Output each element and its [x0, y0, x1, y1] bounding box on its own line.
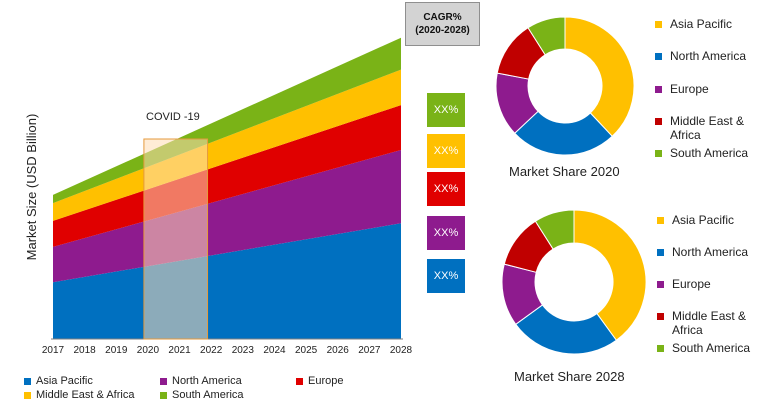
x-tick-label: 2019: [105, 345, 128, 356]
donut2-legend-asia-pacific: Asia Pacific: [657, 213, 734, 227]
legend-label: Asia Pacific: [36, 375, 93, 387]
legend-label: North America: [172, 375, 242, 387]
area-series-europe: [53, 105, 401, 247]
legend-label-line1: Middle East &: [670, 114, 745, 128]
legend-swatch: [655, 21, 662, 28]
legend-swatch: [657, 249, 664, 256]
donut1-legend-asia-pacific: Asia Pacific: [655, 17, 732, 31]
legend-label: North America: [672, 245, 749, 259]
cagr-title: CAGR%: [423, 12, 462, 23]
area-series-asia-pacific: [53, 223, 401, 339]
legend-label-line1: Middle East &: [672, 309, 747, 323]
x-tick-label: 2017: [41, 345, 65, 356]
legend-item-north-america: North America: [160, 375, 242, 387]
x-tick-label: 2020: [136, 345, 160, 356]
legend-swatch: [160, 391, 167, 399]
cagr-chip-north-america: XX%: [427, 216, 465, 250]
x-tick-label: 2021: [168, 345, 191, 356]
legend-item-europe: Europe: [296, 375, 343, 387]
donut-2020-slice-south-america: [527, 16, 566, 56]
legend-label: Middle East & Africa: [36, 389, 135, 401]
area-series-south-america: [53, 37, 401, 204]
legend-swatch: [657, 345, 664, 352]
covid-annotation-label: COVID -19: [146, 111, 200, 123]
legend-label: South America: [670, 146, 749, 160]
cagr-chip-south-america: XX%: [427, 93, 465, 127]
cagr-chip-mea: XX%: [427, 134, 465, 168]
donut-title-2020: Market Share 2020: [509, 164, 620, 179]
donut-title-2028: Market Share 2028: [514, 369, 625, 384]
legend-swatch: [657, 217, 664, 224]
legend-swatch: [655, 53, 662, 60]
x-tick-label: 2028: [389, 345, 413, 356]
legend-label: Asia Pacific: [670, 17, 733, 31]
legend-swatch: [657, 281, 664, 288]
donut1-legend-europe: Europe: [655, 82, 709, 96]
x-tick-label: 2024: [263, 345, 286, 356]
donut-2020-slice-asia-pacific: [564, 16, 635, 138]
donut1-legend-south-america: South America: [655, 146, 748, 160]
legend-item-south-america: South America: [160, 389, 244, 401]
donut-2020: [495, 16, 635, 156]
legend-item-mea: Middle East & Africa: [24, 389, 134, 401]
donut2-legend-mea: Middle East & Africa: [657, 309, 746, 337]
x-tick-label: 2023: [231, 345, 254, 356]
legend-label: Middle East & Africa: [670, 114, 744, 142]
donut1-legend-mea: Middle East & Africa: [655, 114, 744, 142]
cagr-chip-europe: XX%: [427, 172, 465, 206]
donut-2028-slice-asia-pacific: [573, 209, 647, 341]
legend-label: Europe: [672, 277, 711, 291]
y-axis-label: Market Size (USD Billion): [24, 113, 39, 261]
legend-label: North America: [670, 49, 747, 63]
legend-swatch: [160, 377, 167, 385]
legend-swatch: [657, 313, 664, 320]
x-tick-label: 2025: [294, 345, 318, 356]
x-tick-label: 2026: [326, 345, 349, 356]
legend-label: Europe: [308, 375, 344, 387]
legend-swatch: [655, 150, 662, 157]
cagr-header: CAGR% (2020-2028): [405, 2, 480, 46]
donut1-legend-north-america: North America: [655, 49, 746, 63]
legend-label: South America: [672, 341, 751, 355]
donut-2028: [501, 209, 647, 355]
area-series-middle-east-africa: [53, 69, 401, 221]
legend-label: South America: [172, 389, 244, 401]
legend-swatch: [24, 377, 31, 385]
legend-label: Middle East & Africa: [672, 309, 746, 337]
cagr-chip-asia-pacific: XX%: [427, 259, 465, 293]
legend-swatch: [655, 86, 662, 93]
legend-label-line2: Africa: [670, 128, 701, 142]
x-tick-label: 2022: [200, 345, 223, 356]
legend-swatch: [655, 118, 662, 125]
donut-2028-slice-south-america: [534, 209, 575, 250]
donut2-legend-europe: Europe: [657, 277, 711, 291]
donut2-legend-north-america: North America: [657, 245, 748, 259]
x-tick-label: 2018: [73, 345, 96, 356]
area-series-north-america: [53, 149, 401, 283]
legend-label-line2: Africa: [672, 323, 703, 337]
legend-label: Asia Pacific: [672, 213, 735, 227]
legend-label: Europe: [670, 82, 709, 96]
x-tick-label: 2027: [358, 345, 381, 356]
donut2-legend-south-america: South America: [657, 341, 750, 355]
legend-swatch: [296, 377, 303, 385]
covid-highlight-box: [143, 138, 209, 340]
legend-swatch: [24, 391, 31, 399]
legend-item-asia-pacific: Asia Pacific: [24, 375, 93, 387]
cagr-period: (2020-2028): [415, 25, 470, 36]
